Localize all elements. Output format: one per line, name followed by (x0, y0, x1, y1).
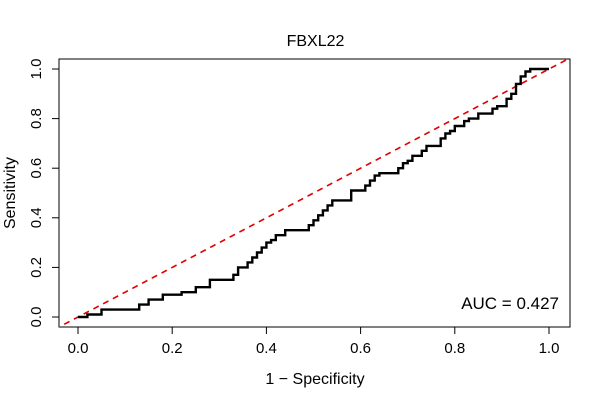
x-tick-label: 0.4 (256, 340, 277, 357)
y-axis-label: Sensitivity (2, 157, 19, 229)
y-tick-label: 0.6 (28, 158, 45, 179)
y-tick-label: 0.4 (28, 207, 45, 228)
y-tick-label: 0.8 (28, 108, 45, 129)
x-tick-label: 0.0 (68, 340, 89, 357)
x-axis: 0.0 0.2 0.4 0.6 0.8 1.0 (68, 326, 560, 357)
chart-title: FBXL22 (287, 33, 345, 50)
x-tick-label: 0.2 (162, 340, 183, 357)
x-axis-label: 1 − Specificity (265, 371, 364, 388)
y-tick-label: 1.0 (28, 59, 45, 80)
roc-curve-line (78, 67, 549, 319)
y-tick-label: 0.2 (28, 257, 45, 278)
y-axis: 0.0 0.2 0.4 0.6 0.8 1.0 (28, 59, 60, 328)
x-tick-label: 1.0 (539, 340, 560, 357)
auc-annotation: AUC = 0.427 (461, 294, 559, 313)
reference-diagonal-line (59, 59, 570, 327)
x-tick-label: 0.8 (444, 340, 465, 357)
y-tick-label: 0.0 (28, 307, 45, 328)
x-tick-label: 0.6 (350, 340, 371, 357)
